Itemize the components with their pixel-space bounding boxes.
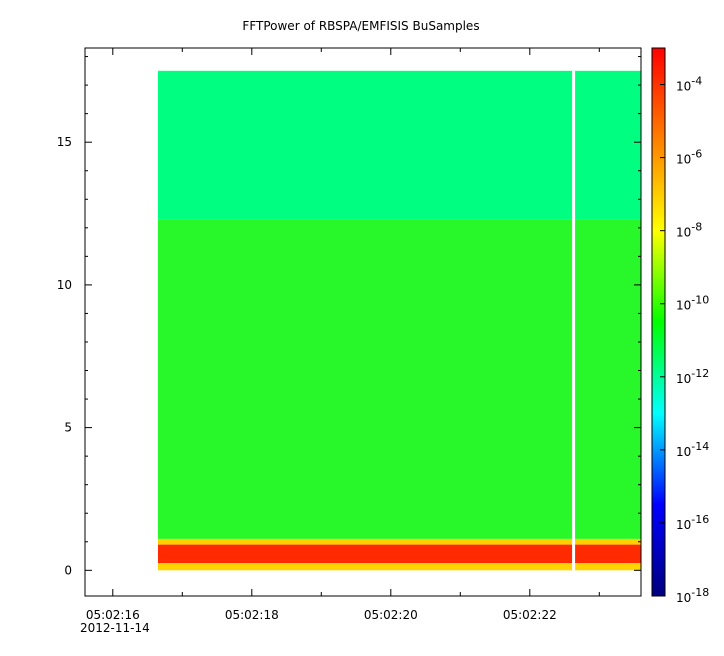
colorbar-tick-label: 10-12: [676, 367, 709, 386]
y-tick-label: 15: [57, 135, 72, 149]
heatmap-band-4: [157, 563, 641, 571]
colorbar-tick-label: 10-4: [676, 75, 702, 94]
y-axis: 0 5 10 15: [57, 56, 641, 577]
x-tick-label: 05:02:22: [503, 608, 557, 622]
heatmap-band-2: [157, 538, 641, 545]
colorbar-gradient: [652, 48, 665, 596]
heatmap-band-3: [157, 544, 641, 564]
x-tick-label: 05:02:20: [364, 608, 418, 622]
heatmap-band-1: [157, 219, 641, 539]
colorbar-tick-label: 10-16: [676, 513, 709, 532]
x-tick-label: 05:02:16: [86, 608, 140, 622]
colorbar-frame: [651, 47, 666, 597]
heatmap-band-0: [157, 70, 641, 220]
x-tick-label: 05:02:18: [225, 608, 279, 622]
y-tick-label: 5: [64, 421, 72, 435]
plot-frame: [84, 47, 642, 597]
colorbar-tick-label: 10-6: [676, 148, 702, 167]
x-axis: 05:02:16 05:02:18 05:02:20 05:02:22: [86, 48, 600, 622]
y-tick-label: 10: [57, 278, 72, 292]
data-gap: [572, 70, 576, 571]
colorbar-tick-label: 10-14: [676, 440, 709, 459]
y-tick-label: 0: [64, 563, 72, 577]
x-axis-date-label: 2012-11-14: [80, 621, 150, 635]
chart-title: FFTPower of RBSPA/EMFISIS BuSamples: [242, 19, 479, 33]
colorbar-tick-label: 10-8: [676, 221, 702, 240]
plot-area: [157, 70, 641, 571]
colorbar-tick-label: 10-18: [676, 586, 709, 605]
colorbar-tick-label: 10-10: [676, 294, 709, 313]
colorbar: 10-4 10-6 10-8 10-10 10-12 10-14 10-16 10-18: [651, 47, 709, 605]
